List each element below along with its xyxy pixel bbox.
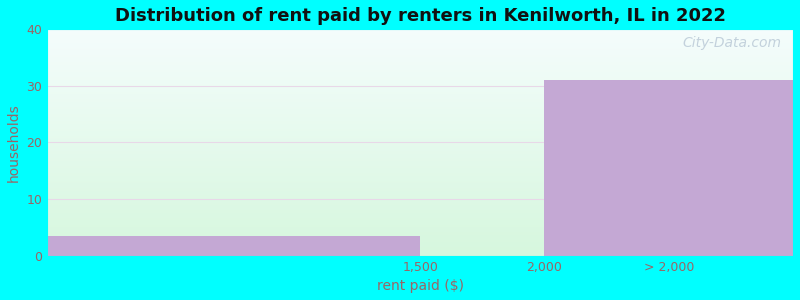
Bar	[545, 80, 793, 256]
Text: City-Data.com: City-Data.com	[683, 36, 782, 50]
X-axis label: rent paid ($): rent paid ($)	[377, 279, 464, 293]
Title: Distribution of rent paid by renters in Kenilworth, IL in 2022: Distribution of rent paid by renters in …	[114, 7, 726, 25]
Y-axis label: households: households	[7, 103, 21, 182]
Bar	[47, 236, 420, 256]
